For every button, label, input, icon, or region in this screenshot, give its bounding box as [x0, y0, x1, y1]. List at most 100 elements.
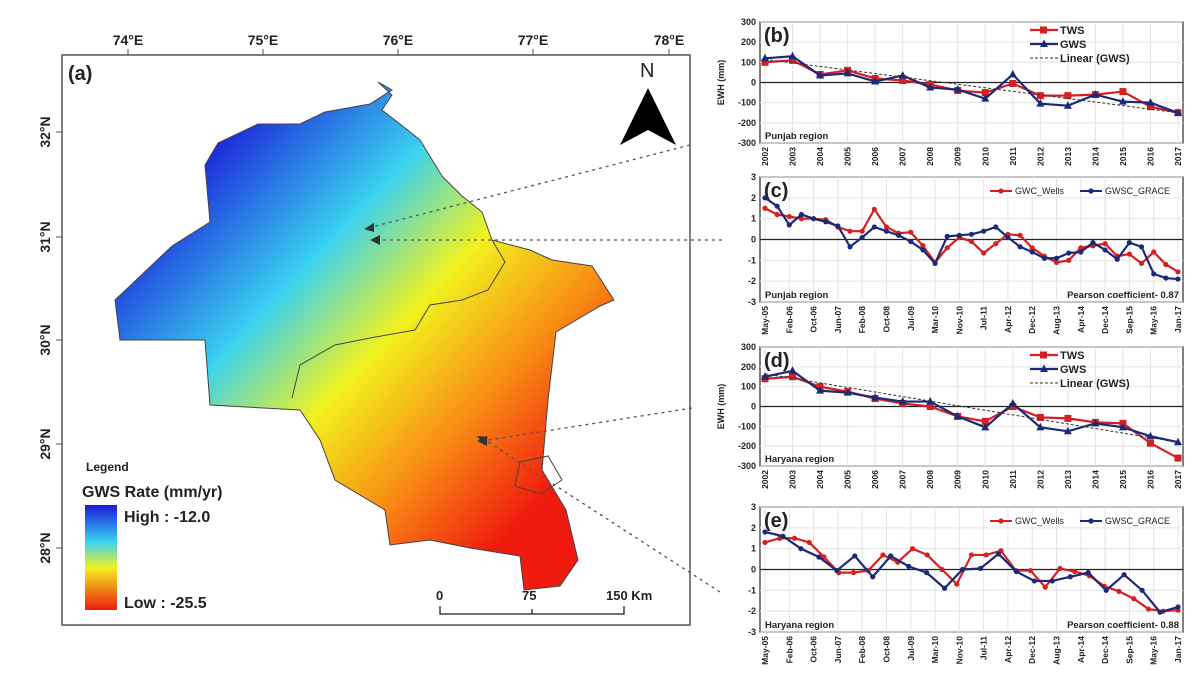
- x-tick-label: 2015: [1118, 470, 1128, 489]
- data-point: [880, 552, 886, 558]
- data-point: [871, 224, 877, 230]
- connector-arrows: [367, 144, 722, 593]
- data-point: [1146, 103, 1154, 111]
- panel-label: (a): [68, 63, 92, 85]
- data-point: [816, 70, 825, 79]
- data-point: [774, 203, 780, 209]
- x-tick-label: 2006: [870, 470, 880, 489]
- lat-tick-label: 32°N: [37, 116, 53, 147]
- data-point: [1031, 578, 1037, 584]
- lon-tick-label: 74°E: [113, 32, 144, 48]
- x-tick-label: May-05: [760, 636, 770, 665]
- chart-d: 300 200 100 0 -100 -200 -300 2002 2003 2004 2005 20…: [716, 342, 1184, 489]
- x-tick-label: Dec-14: [1100, 636, 1110, 664]
- series-line: [764, 55, 1179, 114]
- y-tick-label: 0: [751, 402, 756, 412]
- data-point: [941, 585, 948, 591]
- x-tick-label: 2011: [1008, 147, 1018, 166]
- x-tick-label: Jul-09: [906, 306, 916, 331]
- map-panel: (a) 74°E 75°E 76°E 77°E 78°E 32°N 31°N 30°N 29°…: [37, 32, 722, 626]
- legend-label: TWS: [1060, 350, 1084, 362]
- data-point: [1029, 249, 1035, 255]
- legend-label: GWC_Wells: [1015, 186, 1064, 196]
- legend-marker: [1088, 518, 1094, 524]
- legend-marker: [1040, 351, 1047, 359]
- data-point: [981, 417, 989, 425]
- x-tick-label: 2017: [1173, 147, 1183, 166]
- data-point: [906, 563, 912, 569]
- legend-entry: GWC_Wells: [990, 186, 1064, 196]
- lon-tick-label: 78°E: [654, 32, 685, 48]
- legend-label: GWSC_GRACE: [1105, 516, 1170, 526]
- legend-entry: GWC_Wells: [990, 516, 1064, 526]
- data-point: [835, 223, 841, 229]
- y-tick-label: -1: [748, 585, 756, 595]
- y-tick-label: 1: [751, 214, 756, 224]
- data-point: [883, 224, 890, 230]
- legend-label: TWS: [1060, 25, 1084, 37]
- y-tick-label: 300: [741, 17, 756, 27]
- data-point: [993, 224, 999, 230]
- series-line: [764, 369, 1179, 444]
- data-point: [1078, 249, 1084, 255]
- data-point: [1174, 108, 1182, 116]
- north-arrow-icon: [620, 88, 676, 145]
- y-tick-label: 300: [741, 342, 756, 352]
- data-point: [926, 83, 935, 91]
- data-point: [981, 94, 990, 102]
- legend-marker: [998, 188, 1004, 194]
- x-tick-label: 2011: [1008, 470, 1018, 489]
- data-point: [1151, 249, 1157, 255]
- data-point: [1116, 588, 1122, 594]
- legend-label: Linear (GWS): [1060, 53, 1130, 65]
- panel-label: (c): [764, 180, 788, 202]
- x-tick-label: 2015: [1118, 147, 1128, 166]
- data-point: [1036, 92, 1044, 100]
- latitude-ticks: 32°N 31°N 30°N 29°N 28°N: [37, 116, 62, 564]
- x-tick-label: May-05: [760, 306, 770, 335]
- lat-tick-label: 28°N: [37, 532, 53, 563]
- data-point: [899, 76, 907, 84]
- data-point: [981, 250, 987, 256]
- data-point: [821, 554, 827, 560]
- y-tick-label: 3: [751, 172, 756, 182]
- data-point: [1078, 245, 1084, 251]
- x-tick-label: 2002: [760, 147, 770, 166]
- longitude-ticks: 74°E 75°E 76°E 77°E 78°E: [113, 32, 685, 55]
- data-point: [1151, 271, 1157, 277]
- x-tick-label: Jul-11: [979, 306, 989, 330]
- y-tick-label: 3: [751, 502, 756, 512]
- y-tick-label: -200: [738, 441, 756, 451]
- x-tick-label: Mar-10: [930, 636, 940, 664]
- data-point: [1145, 606, 1152, 612]
- legend-entry: GWS: [1030, 39, 1086, 51]
- data-point: [1114, 256, 1120, 262]
- pearson-annotation: Pearson coefficient- 0.88: [1067, 620, 1179, 631]
- data-point: [954, 581, 960, 587]
- data-point: [1066, 257, 1072, 263]
- data-point: [1146, 439, 1154, 447]
- y-tick-label: -2: [748, 606, 756, 616]
- y-axis-label: EWH (mm): [716, 384, 726, 430]
- x-tick-label: Dec-12: [1027, 636, 1037, 664]
- data-point: [798, 211, 805, 218]
- series-gwsc-grace: [762, 529, 1181, 615]
- lat-tick-label: 29°N: [37, 428, 53, 459]
- data-point: [762, 195, 768, 201]
- legend-entry: GWSC_GRACE: [1080, 186, 1170, 196]
- legend-subtitle: GWS Rate (mm/yr): [82, 484, 222, 501]
- x-tick-label: Dec-12: [1027, 306, 1037, 334]
- data-point: [806, 539, 812, 546]
- data-point: [788, 366, 797, 374]
- x-tick-label: 2006: [870, 147, 880, 166]
- data-point: [995, 551, 1002, 557]
- x-tick-label: Jul-09: [906, 636, 916, 661]
- x-tick-label: Sep-15: [1124, 306, 1134, 334]
- legend-marker: [1040, 26, 1047, 34]
- data-point: [1103, 587, 1109, 593]
- data-point: [789, 373, 797, 381]
- x-tick-label: 2014: [1090, 470, 1100, 489]
- x-tick-label: 2004: [815, 470, 825, 489]
- x-tick-label: Jan-17: [1173, 636, 1183, 663]
- x-tick-label: Oct-08: [881, 636, 891, 663]
